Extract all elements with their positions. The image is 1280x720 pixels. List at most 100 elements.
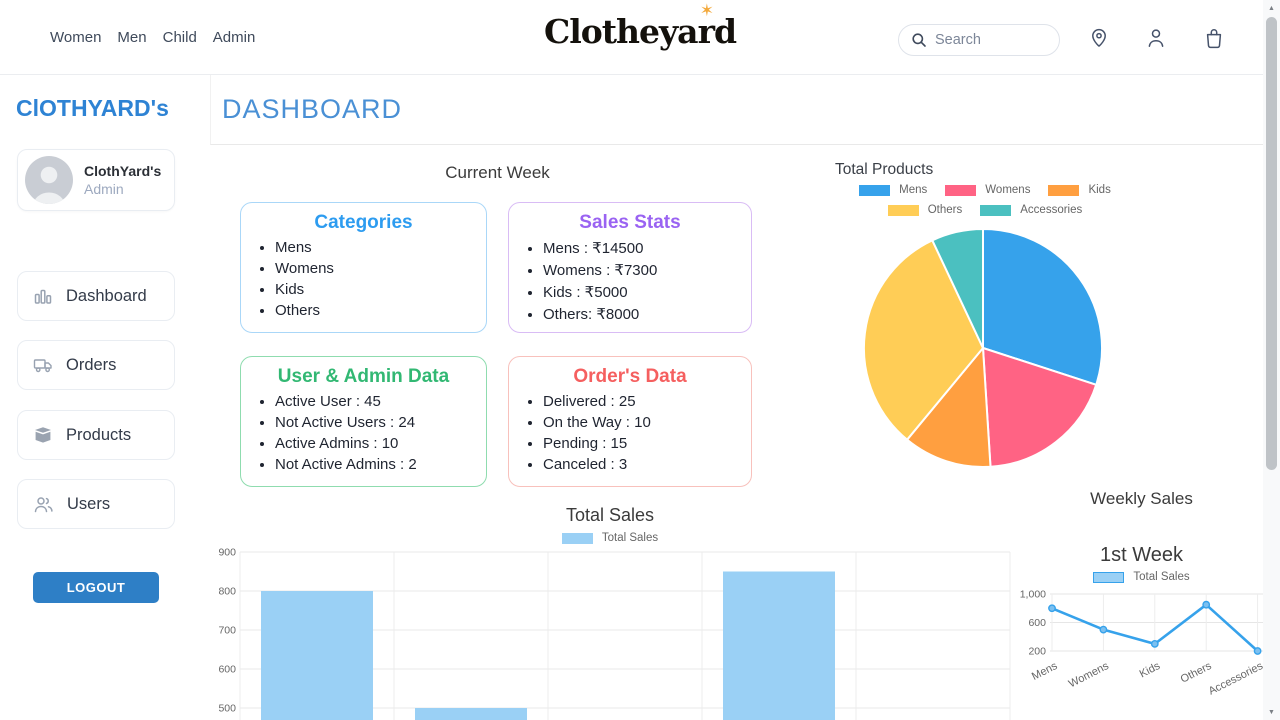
legend-item[interactable]: Total Sales	[561, 532, 659, 544]
bag-icon[interactable]	[1202, 26, 1226, 50]
current-week-title: Current Week	[445, 163, 550, 182]
brand-logo[interactable]: Clotheyard ✶	[543, 1, 737, 51]
nav-men[interactable]: Men	[117, 29, 147, 46]
first-week-title: 1st Week	[1100, 544, 1183, 566]
bar-mens[interactable]	[261, 591, 373, 720]
legend-item[interactable]: Total Sales	[1093, 571, 1190, 583]
bar-chart-icon	[34, 289, 52, 304]
legend-swatch	[945, 184, 977, 196]
logout-button[interactable]: LOGOUT	[33, 572, 159, 603]
avatar	[25, 156, 73, 204]
scroll-up-arrow-icon[interactable]: ▲	[1263, 0, 1280, 16]
bar-chart[interactable]: 900 800 700 600 500	[210, 544, 1020, 720]
sidebar-brand: ClOTHYARD's	[16, 95, 169, 121]
bar-others[interactable]	[723, 571, 835, 720]
svg-text:700: 700	[218, 625, 236, 637]
scroll-down-arrow-icon[interactable]: ▼	[1263, 704, 1280, 720]
stat-item: Mens : ₹14500	[543, 239, 751, 257]
bar-chart-title: Total Sales	[565, 505, 655, 525]
page-title-bar: DASHBOARD	[210, 75, 1263, 145]
svg-text:Others: Others	[1179, 660, 1214, 686]
stat-card-title: User & Admin Data	[277, 366, 450, 387]
stat-item: Canceled : 3	[543, 456, 751, 473]
search-box[interactable]	[898, 24, 1060, 56]
pie-legend: Mens Womens Kids Others Accessories	[830, 184, 1140, 216]
profile-role: Admin	[84, 181, 124, 197]
stat-item: Kids : ₹5000	[543, 283, 751, 301]
legend-item[interactable]: Womens	[945, 184, 1030, 196]
svg-text:Accessories: Accessories	[1207, 660, 1266, 698]
page-scrollbar: ▲ ▼	[1263, 0, 1280, 720]
stat-item: On the Way : 10	[543, 414, 751, 431]
legend-label: Total Sales	[601, 532, 659, 544]
legend-label: Others	[927, 204, 963, 216]
stat-cards-grid: Categories Mens Womens Kids Others Sales Stat…	[240, 202, 753, 487]
nav-child[interactable]: Child	[162, 29, 197, 46]
svg-text:500: 500	[218, 703, 236, 715]
nav-admin[interactable]: Admin	[212, 29, 256, 46]
weekly-sales-title: Weekly Sales	[1090, 489, 1193, 508]
top-nav: Women Men Child Admin	[50, 0, 255, 75]
search-icon	[912, 33, 926, 47]
svg-text:800: 800	[218, 586, 236, 598]
sidebar-item-dashboard[interactable]: Dashboard	[17, 271, 175, 321]
stat-item: Womens	[275, 260, 486, 277]
legend-item[interactable]: Kids	[1048, 184, 1111, 196]
svg-text:Kids: Kids	[1138, 660, 1163, 681]
stat-card: Order's Data Delivered : 25 On the Way : 1…	[508, 356, 752, 487]
svg-text:Mens: Mens	[1030, 660, 1060, 683]
profile-card: ClothYard's Admin	[17, 149, 175, 211]
pie-slice-accessories[interactable]	[931, 227, 984, 349]
legend-label: Womens	[985, 184, 1031, 196]
pie-slice-womens[interactable]	[982, 347, 1098, 468]
sparkle-icon: ✶	[699, 1, 715, 21]
legend-swatch	[859, 184, 891, 196]
stat-item: Delivered : 25	[543, 393, 751, 410]
sidebar-item-label: Orders	[66, 355, 117, 374]
legend-item[interactable]: Others	[887, 204, 963, 216]
sidebar-item-products[interactable]: Products	[17, 410, 175, 460]
location-icon[interactable]	[1087, 26, 1111, 50]
legend-label: Kids	[1088, 184, 1111, 196]
sidebar-item-label: Products	[66, 425, 132, 444]
pie-chart[interactable]	[860, 225, 1106, 480]
legend-label: Mens	[899, 184, 928, 196]
logo-text: Clotheyard	[543, 12, 737, 51]
legend-label: Accessories	[1020, 204, 1083, 216]
pie-slice-kids[interactable]	[906, 347, 992, 469]
stat-item: Pending : 15	[543, 435, 751, 452]
pie-slice-mens[interactable]	[982, 228, 1104, 386]
stat-item: Not Active Users : 24	[275, 414, 486, 431]
stat-item: Others: ₹8000	[543, 305, 751, 323]
line-legend: Total Sales	[1020, 571, 1263, 583]
sidebar-item-label: Dashboard	[66, 286, 147, 305]
page-title: DASHBOARD	[222, 94, 403, 124]
bar-legend: Total Sales	[210, 532, 1010, 544]
nav-women[interactable]: Women	[50, 29, 102, 46]
line-chart[interactable]: 1,000 600 200 Mens Womens Kids Others Accessori…	[1020, 586, 1270, 703]
users-icon	[34, 497, 53, 513]
svg-text:600: 600	[218, 664, 236, 676]
scrollbar-thumb[interactable]	[1266, 17, 1277, 470]
legend-swatch	[561, 532, 593, 544]
stat-card-title: Categories	[314, 212, 413, 233]
pie-slice-others[interactable]	[862, 239, 984, 441]
stat-card-title: Order's Data	[573, 366, 687, 387]
legend-item[interactable]: Accessories	[980, 204, 1082, 216]
legend-swatch	[980, 204, 1012, 216]
legend-item[interactable]: Mens	[859, 184, 927, 196]
svg-text:1,000: 1,000	[1020, 589, 1046, 601]
search-input[interactable]	[935, 32, 1045, 48]
account-icon[interactable]	[1144, 26, 1168, 50]
svg-text:200: 200	[1028, 646, 1046, 658]
stat-card-title: Sales Stats	[579, 212, 681, 233]
svg-text:600: 600	[1028, 617, 1046, 629]
truck-icon	[33, 359, 52, 373]
sidebar-item-orders[interactable]: Orders	[17, 340, 175, 390]
bar-womens[interactable]	[415, 708, 527, 720]
sidebar-item-users[interactable]: Users	[17, 479, 175, 529]
stat-card: Categories Mens Womens Kids Others	[240, 202, 487, 333]
svg-text:Womens: Womens	[1067, 660, 1111, 691]
box-icon	[35, 427, 51, 443]
